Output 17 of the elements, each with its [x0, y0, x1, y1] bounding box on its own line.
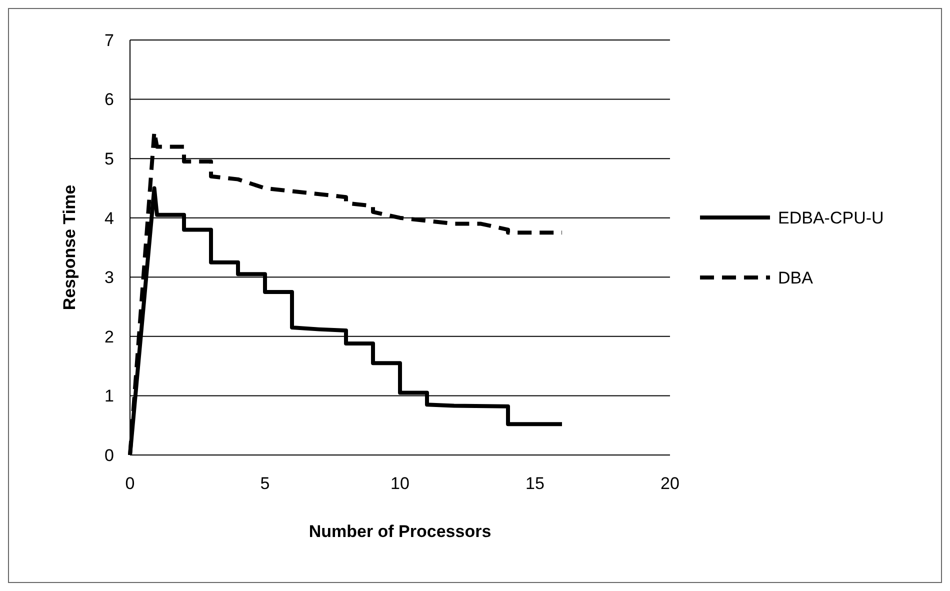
y-tick-label: 6 — [104, 90, 114, 110]
x-axis-title: Number of Processors — [308, 522, 492, 541]
y-tick-label: 5 — [104, 150, 114, 169]
y-tick-label: 7 — [104, 30, 114, 50]
y-tick-label: 1 — [104, 386, 114, 406]
y-tick-label: 0 — [104, 446, 114, 465]
x-tick-label: 20 — [660, 474, 680, 493]
y-tick-label: 2 — [104, 327, 114, 346]
y-tick-label: 3 — [104, 268, 114, 288]
x-tick-label: 0 — [125, 474, 135, 493]
y-axis-title: Response Time — [60, 184, 79, 310]
y-tick-label: 4 — [104, 208, 114, 228]
legend-label: DBA — [778, 268, 814, 288]
x-tick-label: 10 — [390, 474, 410, 493]
legend-label: EDBA-CPU-U — [778, 208, 884, 228]
x-tick-label: 15 — [526, 474, 544, 493]
x-tick-label: 5 — [260, 474, 270, 493]
